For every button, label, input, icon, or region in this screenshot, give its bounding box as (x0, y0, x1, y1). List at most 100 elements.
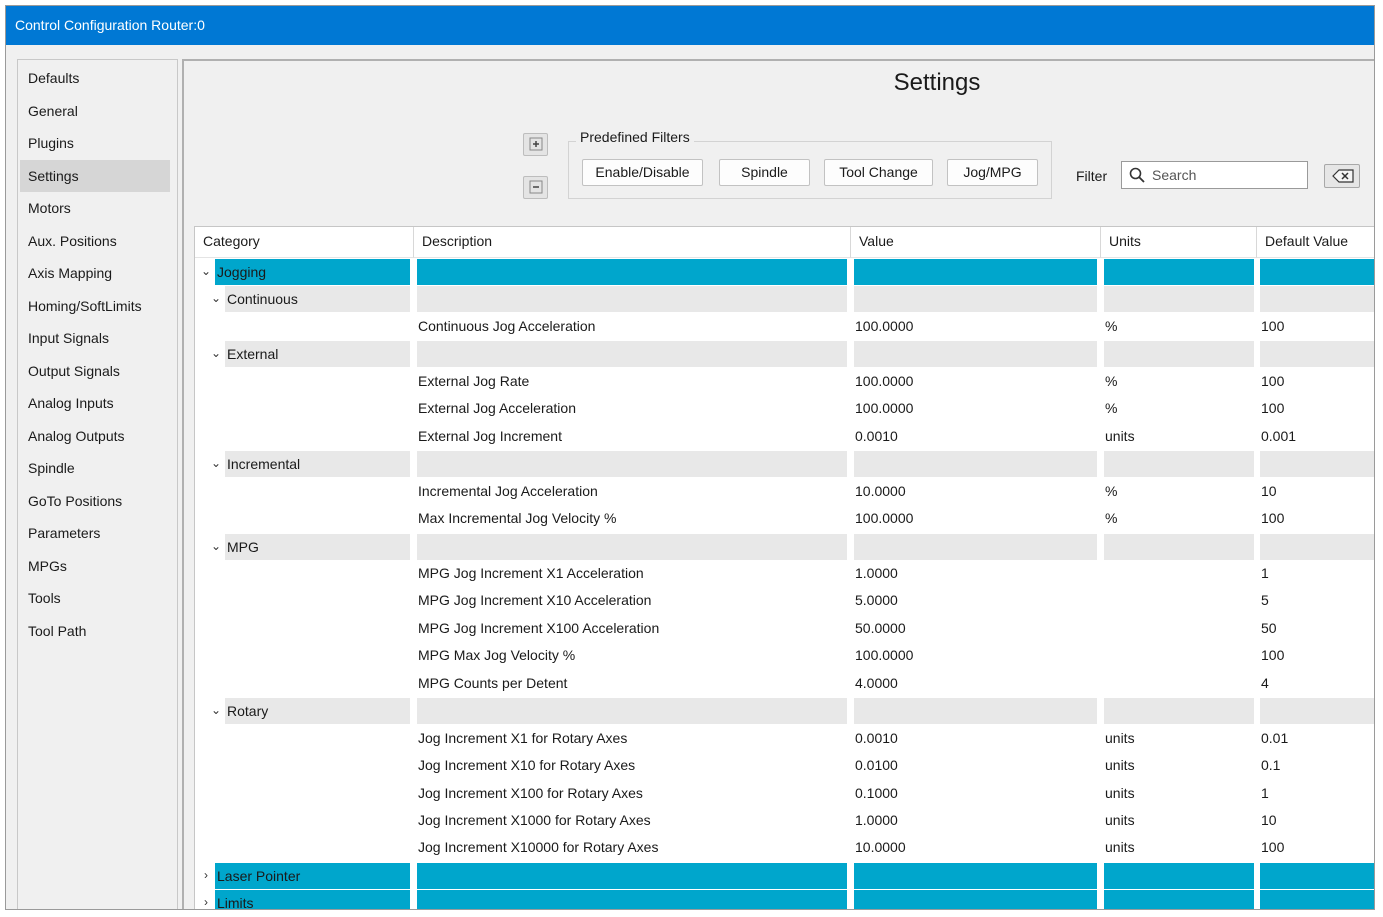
setting-default-value: 50 (1261, 619, 1277, 636)
setting-value[interactable]: 100.0000 (855, 647, 914, 664)
sidebar-item-general[interactable]: General (28, 102, 78, 119)
table-group-row[interactable]: › Limits (195, 889, 1374, 910)
setting-default-value: 100 (1261, 372, 1285, 389)
setting-value[interactable]: 0.0100 (855, 757, 898, 774)
filter-spindle-button[interactable]: Spindle (719, 159, 810, 186)
setting-value[interactable]: 4.0000 (855, 674, 898, 691)
setting-default-value: 5 (1261, 592, 1269, 609)
sidebar-item-tools[interactable]: Tools (28, 590, 61, 606)
chevron-down-icon[interactable]: ⌄ (210, 538, 222, 553)
category-label: Jogging (215, 259, 410, 285)
table-row[interactable]: MPG Counts per Detent 4.0000 4 (195, 670, 1374, 697)
search-input[interactable] (1152, 164, 1302, 186)
table-row[interactable]: MPG Jog Increment X100 Acceleration 50.00… (195, 615, 1374, 642)
plus-box-icon (529, 137, 542, 151)
table-row[interactable]: MPG Max Jog Velocity % 100.0000 100 (195, 642, 1374, 669)
table-group-row[interactable]: ⌄ Incremental (195, 450, 1374, 478)
setting-units: % (1105, 400, 1118, 417)
setting-value[interactable]: 10.0000 (855, 482, 906, 499)
filter-label: Filter (1076, 168, 1108, 184)
setting-value[interactable]: 50.0000 (855, 619, 906, 636)
table-row[interactable]: MPG Jog Increment X1 Acceleration 1.0000 1 (195, 560, 1374, 587)
setting-default-value: 100 (1261, 400, 1285, 417)
setting-value[interactable]: 100.0000 (855, 400, 914, 417)
setting-value[interactable]: 10.0000 (855, 839, 906, 856)
setting-value[interactable]: 100.0000 (855, 317, 914, 334)
expand-all-button[interactable] (523, 133, 548, 156)
setting-value[interactable]: 1.0000 (855, 564, 898, 581)
setting-value[interactable]: 5.0000 (855, 592, 898, 609)
chevron-down-icon[interactable]: ⌄ (200, 264, 212, 278)
sidebar-item-tool-path[interactable]: Tool Path (28, 622, 87, 639)
setting-value[interactable]: 0.0010 (855, 729, 898, 746)
sidebar-item-axis-mapping[interactable]: Axis Mapping (28, 265, 113, 281)
table-row[interactable]: Continuous Jog Acceleration 100.0000% 100 (195, 313, 1374, 340)
table-row[interactable]: MPG Jog Increment X10 Acceleration 5.0000… (195, 587, 1374, 614)
setting-value[interactable]: 100.0000 (855, 510, 914, 527)
chevron-right-icon[interactable]: › (204, 867, 208, 882)
column-header-description[interactable]: Description (414, 227, 851, 258)
sidebar-item-mpgs[interactable]: MPGs (28, 557, 67, 574)
table-row[interactable]: External Jog Rate 100.0000% 100 (195, 368, 1374, 395)
setting-description: External Jog Increment (418, 427, 562, 444)
table-group-row[interactable]: › Laser Pointer (195, 862, 1374, 889)
table-row[interactable]: Jog Increment X10000 for Rotary Axes 10.0… (195, 834, 1374, 861)
sidebar-item-plugins[interactable]: Plugins (28, 135, 74, 151)
minus-box-icon (529, 180, 542, 194)
setting-default-value: 100 (1261, 510, 1285, 527)
table-row[interactable]: Jog Increment X1000 for Rotary Axes 1.000… (195, 807, 1374, 834)
search-box[interactable] (1121, 161, 1308, 189)
sidebar-item-analog-inputs[interactable]: Analog Inputs (28, 395, 114, 411)
table-group-row[interactable]: ⌄ External (195, 340, 1374, 368)
chevron-down-icon[interactable]: ⌄ (210, 456, 222, 471)
filter-enable-disable-button[interactable]: Enable/Disable (582, 159, 703, 186)
setting-value[interactable]: 100.0000 (855, 372, 914, 389)
chevron-right-icon[interactable]: › (204, 895, 208, 910)
setting-default-value: 100 (1261, 317, 1285, 334)
table-row[interactable]: Jog Increment X100 for Rotary Axes 0.1000… (195, 780, 1374, 807)
column-header-category[interactable]: Category (195, 227, 414, 258)
sidebar-item-aux-positions[interactable]: Aux. Positions (28, 232, 117, 249)
setting-description: Max Incremental Jog Velocity % (418, 510, 617, 527)
table-group-row[interactable]: ⌄ Continuous (195, 285, 1374, 313)
chevron-down-icon[interactable]: ⌄ (210, 291, 222, 306)
category-label: MPG (225, 533, 410, 560)
sidebar-item-output-signals[interactable]: Output Signals (28, 362, 120, 379)
sidebar-item-input-signals[interactable]: Input Signals (28, 330, 109, 346)
page-title: Settings (893, 69, 981, 96)
category-label: Rotary (225, 698, 410, 725)
setting-value[interactable]: 1.0000 (855, 812, 898, 828)
sidebar-item-defaults[interactable]: Defaults (28, 70, 80, 86)
sidebar-item-spindle[interactable]: Spindle (28, 460, 75, 476)
table-row[interactable]: Max Incremental Jog Velocity % 100.0000% 1… (195, 505, 1374, 532)
table-row[interactable]: External Jog Increment 0.0010 units 0.001 (195, 423, 1374, 450)
category-label: Laser Pointer (215, 862, 410, 889)
filter-jog-mpg-button[interactable]: Jog/MPG (947, 159, 1038, 186)
sidebar-item-goto-positions[interactable]: GoTo Positions (28, 492, 123, 509)
filter-tool-change-button[interactable]: Tool Change (824, 159, 933, 186)
table-group-row[interactable]: ⌄ Jogging (195, 258, 1374, 285)
setting-description: MPG Jog Increment X1 Acceleration (418, 564, 644, 581)
group-fill-cell (854, 698, 1097, 725)
column-header-value[interactable]: Value (851, 227, 1101, 258)
table-row[interactable]: External Jog Acceleration 100.0000% 100 (195, 395, 1374, 422)
sidebar-item-analog-outputs[interactable]: Analog Outputs (28, 427, 125, 444)
sidebar-item-parameters[interactable]: Parameters (28, 525, 101, 541)
table-group-row[interactable]: ⌄ MPG (195, 533, 1374, 560)
sidebar-item-settings[interactable]: Settings (20, 159, 170, 192)
table-row[interactable]: Incremental Jog Acceleration 10.0000% 10 (195, 478, 1374, 505)
table-row[interactable]: Jog Increment X10 for Rotary Axes 0.0100 u… (195, 752, 1374, 779)
chevron-down-icon[interactable]: ⌄ (210, 703, 222, 718)
setting-default-value: 1 (1261, 564, 1269, 581)
column-header-units[interactable]: Units (1101, 227, 1257, 258)
sidebar-item-motors[interactable]: Motors (28, 200, 71, 216)
column-header-default-value[interactable]: Default Value (1257, 227, 1374, 258)
setting-value[interactable]: 0.1000 (855, 784, 898, 801)
table-group-row[interactable]: ⌄ Rotary (195, 697, 1374, 725)
clear-filter-button[interactable] (1324, 164, 1360, 188)
sidebar-item-homing-softlimits[interactable]: Homing/SoftLimits (28, 297, 142, 314)
table-row[interactable]: Jog Increment X1 for Rotary Axes 0.0010 un… (195, 725, 1374, 752)
collapse-all-button[interactable] (523, 176, 548, 199)
chevron-down-icon[interactable]: ⌄ (210, 346, 222, 361)
setting-value[interactable]: 0.0010 (855, 427, 898, 444)
